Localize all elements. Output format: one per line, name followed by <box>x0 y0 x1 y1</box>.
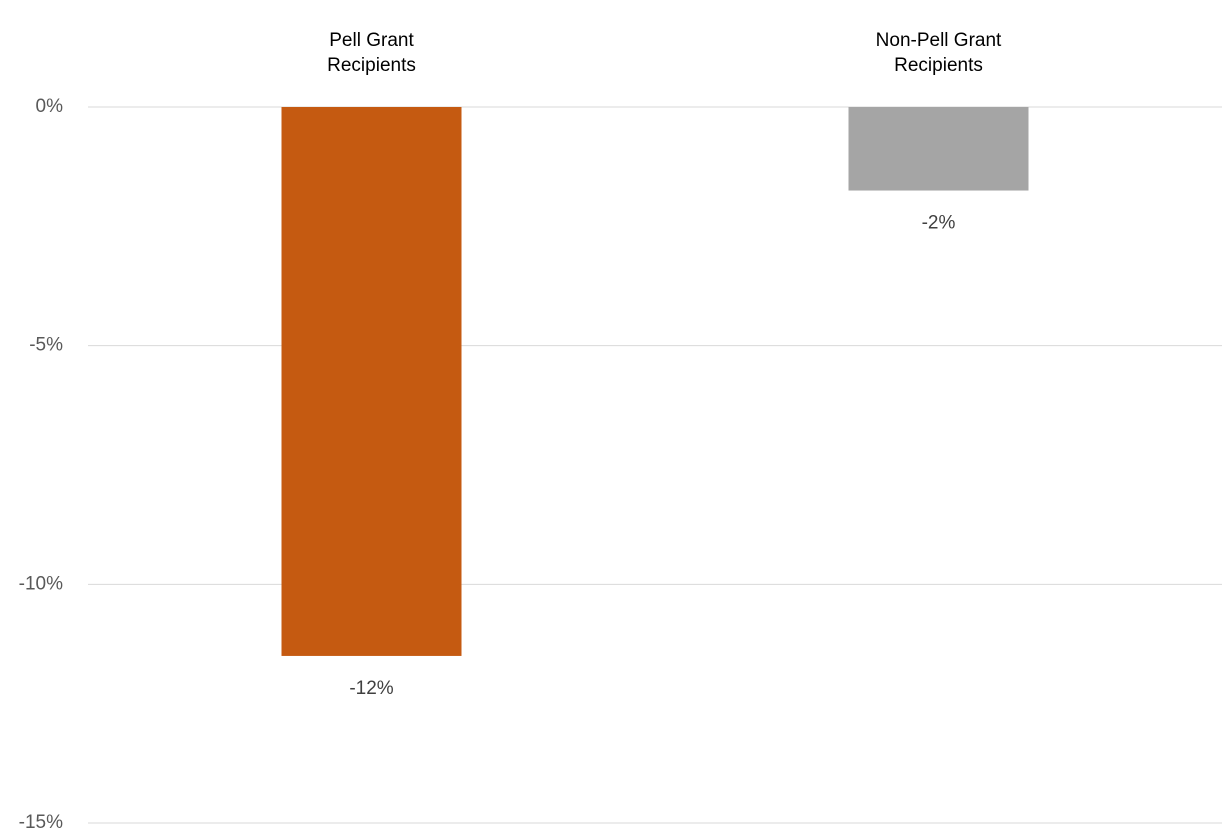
category-label: Pell Grant <box>329 30 414 51</box>
bar <box>848 107 1029 191</box>
data-labels: -12% -2% <box>349 213 955 699</box>
data-label: -12% <box>349 678 393 699</box>
category-label: Non-Pell Grant <box>876 30 1002 51</box>
bars <box>281 107 1029 656</box>
gridlines <box>88 106 1222 824</box>
category-label: Recipients <box>327 55 416 76</box>
category-label: Recipients <box>894 55 983 76</box>
bar <box>281 107 462 656</box>
y-tick-label: -10% <box>19 573 63 594</box>
y-tick-label: -5% <box>29 335 63 356</box>
data-label: -2% <box>922 213 956 234</box>
y-axis-tick-labels: 0% -5% -10% -15% <box>19 96 63 831</box>
y-tick-label: 0% <box>36 96 64 117</box>
category-labels: Pell Grant Recipients Non-Pell Grant Recipi… <box>327 30 1002 76</box>
y-tick-label: -15% <box>19 812 63 831</box>
